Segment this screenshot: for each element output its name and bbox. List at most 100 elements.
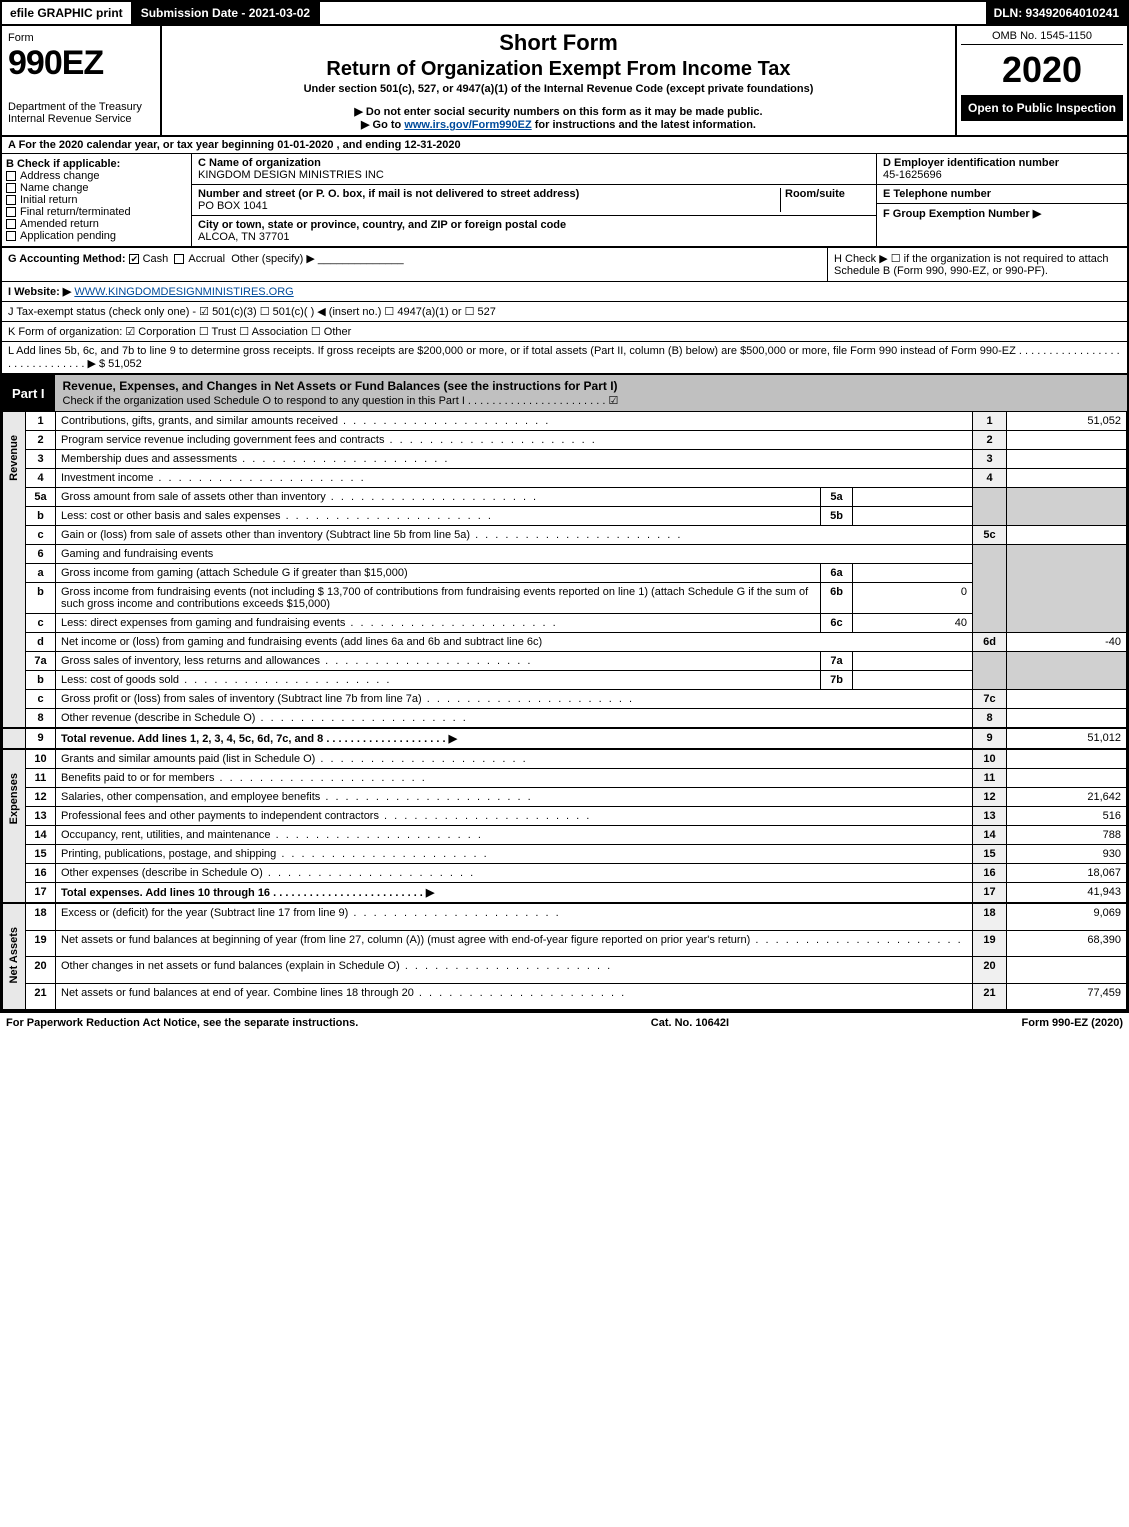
- form-header: Form 990EZ Department of the Treasury In…: [0, 26, 1129, 137]
- ln-6-desc: Gaming and fundraising events: [56, 545, 973, 564]
- ln-6abc-shade-val: [1007, 545, 1127, 633]
- side-revenue-end: [3, 728, 26, 749]
- ln-14-num: 14: [26, 826, 56, 845]
- lbl-other: Other (specify) ▶: [231, 253, 315, 265]
- ln-17-num: 17: [26, 883, 56, 904]
- ln-8-num: 8: [26, 709, 56, 729]
- ln-11-rnum: 11: [973, 769, 1007, 788]
- ln-5b-mnum: 5b: [821, 507, 853, 526]
- ln-12-num: 12: [26, 788, 56, 807]
- ln-18-rnum: 18: [973, 903, 1007, 930]
- ln-13-desc: Professional fees and other payments to …: [61, 810, 591, 822]
- ln-5a-mnum: 5a: [821, 488, 853, 507]
- ln-6d-val: -40: [1007, 633, 1127, 652]
- dln: DLN: 93492064010241: [986, 2, 1127, 24]
- ln-7a-mval: [853, 652, 973, 671]
- ln-7a-mnum: 7a: [821, 652, 853, 671]
- ln-1-desc: Contributions, gifts, grants, and simila…: [61, 415, 550, 427]
- ln-1-rnum: 1: [973, 412, 1007, 431]
- topbar: efile GRAPHIC print Submission Date - 20…: [0, 0, 1129, 26]
- ln-15-rnum: 15: [973, 845, 1007, 864]
- ln-6c-desc: Less: direct expenses from gaming and fu…: [61, 617, 558, 629]
- ln-19-val: 68,390: [1007, 930, 1127, 957]
- ln-5c-rnum: 5c: [973, 526, 1007, 545]
- ln-20-val: [1007, 957, 1127, 984]
- ln-6a-mval: [853, 564, 973, 583]
- ln-5b-mval: [853, 507, 973, 526]
- cb-application-pending[interactable]: [6, 231, 16, 241]
- lbl-address-change: Address change: [20, 170, 100, 182]
- ln-7c-num: c: [26, 690, 56, 709]
- section-d-f: D Employer identification number 45-1625…: [877, 154, 1127, 246]
- cb-name-change[interactable]: [6, 183, 16, 193]
- ln-5ab-shade-val: [1007, 488, 1127, 526]
- ln-6c-mnum: 6c: [821, 614, 853, 633]
- ln-5a-desc: Gross amount from sale of assets other t…: [61, 491, 538, 503]
- ln-20-desc: Other changes in net assets or fund bala…: [61, 960, 612, 972]
- b-title: B Check if applicable:: [6, 158, 187, 170]
- ln-18-num: 18: [26, 903, 56, 930]
- ln-6c-mval: 40: [853, 614, 973, 633]
- ln-19-num: 19: [26, 930, 56, 957]
- ln-12-val: 21,642: [1007, 788, 1127, 807]
- lbl-cash: Cash: [143, 253, 169, 265]
- ln-18-val: 9,069: [1007, 903, 1127, 930]
- ln-11-val: [1007, 769, 1127, 788]
- ln-6b-num: b: [26, 583, 56, 614]
- cb-address-change[interactable]: [6, 171, 16, 181]
- row-j-tax-exempt: J Tax-exempt status (check only one) - ☑…: [0, 302, 1129, 322]
- ln-5b-desc: Less: cost or other basis and sales expe…: [61, 510, 493, 522]
- g-accounting: G Accounting Method: Cash Accrual Other …: [2, 248, 827, 281]
- c-room-label: Room/suite: [785, 188, 845, 200]
- ln-10-val: [1007, 749, 1127, 769]
- ln-7b-desc: Less: cost of goods sold: [61, 674, 391, 686]
- lbl-amended-return: Amended return: [20, 218, 99, 230]
- ln-3-rnum: 3: [973, 450, 1007, 469]
- ln-1-num: 1: [26, 412, 56, 431]
- ln-11-desc: Benefits paid to or for members: [61, 772, 427, 784]
- ln-6d-desc: Net income or (loss) from gaming and fun…: [56, 633, 973, 652]
- lbl-initial-return: Initial return: [20, 194, 77, 206]
- ln-6d-rnum: 6d: [973, 633, 1007, 652]
- ln-6d-num: d: [26, 633, 56, 652]
- c-street-label: Number and street (or P. O. box, if mail…: [198, 188, 579, 200]
- ln-5c-desc: Gain or (loss) from sale of assets other…: [61, 529, 682, 541]
- ln-7ab-shade-val: [1007, 652, 1127, 690]
- cb-accrual[interactable]: [174, 254, 184, 264]
- ln-7b-num: b: [26, 671, 56, 690]
- ln-7c-val: [1007, 690, 1127, 709]
- ln-7a-desc: Gross sales of inventory, less returns a…: [61, 655, 532, 667]
- ln-15-val: 930: [1007, 845, 1127, 864]
- org-city: ALCOA, TN 37701: [198, 231, 290, 243]
- ln-7c-desc: Gross profit or (loss) from sales of inv…: [61, 693, 634, 705]
- ln-5a-num: 5a: [26, 488, 56, 507]
- efile-label[interactable]: efile GRAPHIC print: [2, 2, 133, 24]
- cb-amended-return[interactable]: [6, 219, 16, 229]
- ln-21-desc: Net assets or fund balances at end of ye…: [61, 987, 626, 999]
- ln-8-val: [1007, 709, 1127, 729]
- dept-treasury: Department of the Treasury: [8, 101, 154, 113]
- ln-7b-mval: [853, 671, 973, 690]
- website-link[interactable]: WWW.KINGDOMDESIGNMINISTIRES.ORG: [74, 286, 293, 298]
- note-goto-post: for instructions and the latest informat…: [535, 119, 756, 131]
- irs-link[interactable]: www.irs.gov/Form990EZ: [404, 119, 531, 131]
- cb-initial-return[interactable]: [6, 195, 16, 205]
- cb-final-return[interactable]: [6, 207, 16, 217]
- footer-left: For Paperwork Reduction Act Notice, see …: [6, 1017, 358, 1029]
- row-i-website: I Website: ▶ WWW.KINGDOMDESIGNMINISTIRES…: [0, 282, 1129, 302]
- ln-9-desc: Total revenue. Add lines 1, 2, 3, 4, 5c,…: [61, 733, 457, 745]
- part-1-header: Part I Revenue, Expenses, and Changes in…: [0, 375, 1129, 411]
- ln-13-num: 13: [26, 807, 56, 826]
- ln-16-num: 16: [26, 864, 56, 883]
- footer-mid: Cat. No. 10642I: [651, 1017, 729, 1029]
- footer-right: Form 990-EZ (2020): [1022, 1017, 1123, 1029]
- cb-cash[interactable]: [129, 254, 139, 264]
- ln-19-desc: Net assets or fund balances at beginning…: [61, 934, 963, 946]
- ln-11-num: 11: [26, 769, 56, 788]
- ln-2-desc: Program service revenue including govern…: [61, 434, 597, 446]
- side-net-assets: Net Assets: [3, 903, 26, 1010]
- ln-3-val: [1007, 450, 1127, 469]
- ln-17-val: 41,943: [1007, 883, 1127, 904]
- ln-3-num: 3: [26, 450, 56, 469]
- ln-6b-desc: Gross income from fundraising events (no…: [56, 583, 821, 614]
